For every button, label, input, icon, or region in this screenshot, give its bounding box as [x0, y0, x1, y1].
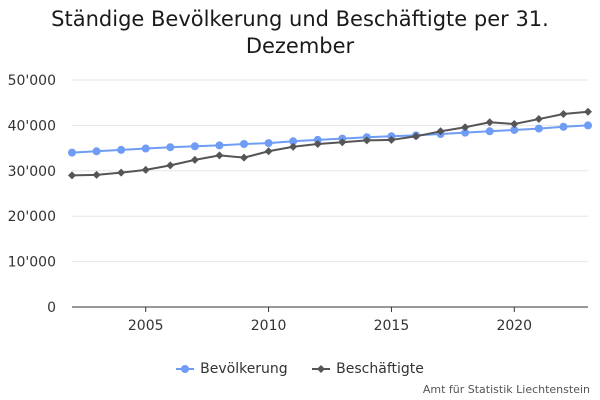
- data-point-bevoelkerung[interactable]: [240, 140, 248, 149]
- legend-item-beschaeftigte[interactable]: Beschäftigte: [312, 361, 424, 377]
- data-point-beschaeftigte[interactable]: [412, 132, 420, 141]
- x-tick-label: 2005: [128, 318, 164, 334]
- x-tick-label: 2015: [374, 318, 410, 334]
- data-point-bevoelkerung[interactable]: [92, 147, 101, 156]
- data-point-beschaeftigte[interactable]: [68, 171, 76, 180]
- y-tick-label: 30'000: [8, 164, 56, 180]
- data-point-bevoelkerung[interactable]: [534, 124, 543, 133]
- data-point-bevoelkerung[interactable]: [485, 127, 494, 136]
- data-point-beschaeftigte[interactable]: [510, 120, 519, 129]
- grid-lines: [72, 79, 588, 263]
- legend: Bevölkerung Beschäftigte: [0, 361, 600, 379]
- data-point-beschaeftigte[interactable]: [338, 138, 347, 147]
- data-point-bevoelkerung[interactable]: [141, 144, 150, 153]
- data-point-beschaeftigte[interactable]: [215, 151, 224, 160]
- y-tick-label: 40'000: [8, 118, 56, 134]
- data-point-beschaeftigte[interactable]: [313, 140, 322, 149]
- source-credit: Amt für Statistik Liechtenstein: [422, 383, 590, 396]
- data-point-bevoelkerung[interactable]: [264, 139, 273, 148]
- data-point-bevoelkerung[interactable]: [190, 142, 199, 151]
- legend-label-beschaeftigte: Beschäftigte: [336, 361, 424, 377]
- legend-marker-beschaeftigte-icon: [312, 365, 331, 373]
- data-point-beschaeftigte[interactable]: [461, 123, 470, 132]
- data-point-bevoelkerung[interactable]: [68, 148, 76, 157]
- data-point-bevoelkerung[interactable]: [289, 137, 298, 146]
- data-point-beschaeftigte[interactable]: [436, 127, 445, 136]
- data-point-beschaeftigte[interactable]: [362, 136, 371, 145]
- data-point-bevoelkerung[interactable]: [559, 122, 568, 131]
- legend-label-bevoelkerung: Bevölkerung: [200, 361, 288, 377]
- data-point-bevoelkerung[interactable]: [313, 135, 322, 144]
- series-group: [68, 107, 592, 180]
- x-tick-label: 2020: [496, 318, 532, 334]
- legend-item-bevoelkerung[interactable]: Bevölkerung: [176, 361, 288, 377]
- series-beschaeftigte: [68, 107, 592, 180]
- data-point-bevoelkerung[interactable]: [461, 128, 470, 137]
- chart-title: Ständige Bevölkerung und Beschäftigte pe…: [0, 6, 600, 60]
- series-line-beschaeftigte: [71, 110, 589, 177]
- data-point-beschaeftigte[interactable]: [190, 155, 199, 164]
- data-point-beschaeftigte[interactable]: [240, 153, 248, 162]
- data-point-beschaeftigte[interactable]: [289, 142, 298, 151]
- data-point-bevoelkerung[interactable]: [166, 143, 175, 152]
- data-point-beschaeftigte[interactable]: [485, 118, 494, 127]
- data-point-beschaeftigte[interactable]: [92, 170, 101, 179]
- legend-marker-bevoelkerung-icon: [176, 365, 195, 373]
- y-tick-label: 50'000: [8, 73, 56, 89]
- chart-title-line-1: Ständige Bevölkerung und Beschäftigte pe…: [51, 7, 549, 31]
- data-point-bevoelkerung[interactable]: [215, 141, 224, 150]
- y-tick-label: 0: [47, 300, 56, 316]
- data-point-bevoelkerung[interactable]: [510, 125, 519, 134]
- data-point-beschaeftigte[interactable]: [264, 147, 273, 156]
- axes: 0 10'000 20'000 30'000 40'000 50'000 2005 2010 2…: [8, 73, 588, 334]
- data-point-beschaeftigte[interactable]: [117, 168, 126, 177]
- data-point-beschaeftigte[interactable]: [387, 135, 396, 144]
- data-point-beschaeftigte[interactable]: [166, 161, 175, 170]
- data-point-beschaeftigte[interactable]: [534, 115, 543, 124]
- series-line-bevoelkerung: [71, 124, 589, 154]
- data-point-beschaeftigte[interactable]: [141, 165, 150, 174]
- data-point-bevoelkerung[interactable]: [117, 145, 126, 154]
- data-point-beschaeftigte[interactable]: [559, 110, 568, 119]
- x-tick-label: 2010: [251, 318, 287, 334]
- data-point-beschaeftigte[interactable]: [584, 107, 592, 116]
- data-point-bevoelkerung[interactable]: [584, 121, 592, 130]
- chart-title-line-2: Dezember: [245, 34, 355, 58]
- y-tick-label: 10'000: [8, 255, 56, 271]
- y-tick-label: 20'000: [8, 209, 56, 225]
